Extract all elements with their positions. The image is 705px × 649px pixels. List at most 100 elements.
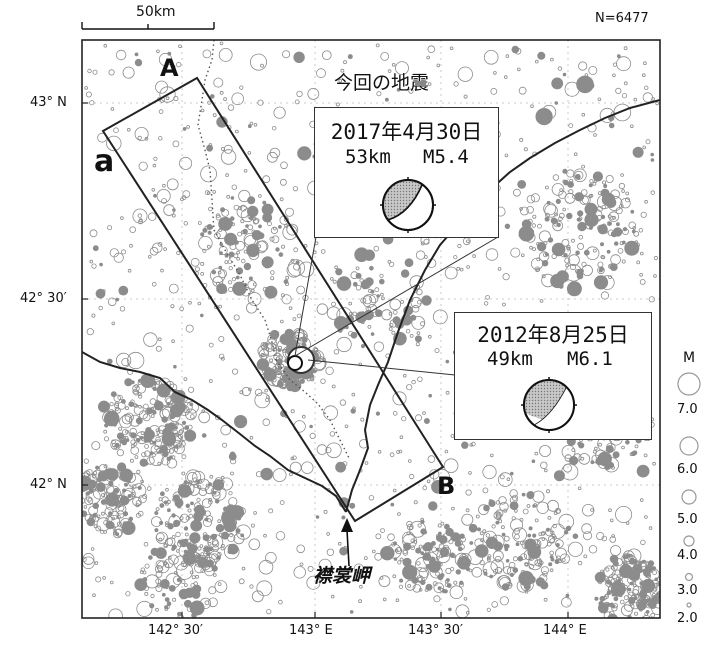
seismic-event-dot (159, 491, 165, 497)
seismic-event-dot (232, 520, 237, 525)
seismic-event-dot (504, 223, 511, 229)
seismic-event-dot (155, 585, 163, 593)
seismic-event-dot (547, 499, 559, 512)
seismic-event-dot (639, 581, 644, 585)
seismic-event-dot (164, 423, 170, 429)
seismic-event-dot (611, 588, 618, 595)
seismic-event-dot (189, 532, 201, 544)
seismic-event-dot (460, 563, 467, 570)
seismic-event-dot (621, 553, 633, 565)
seismic-event-dot (93, 524, 98, 529)
seismic-event-dot (620, 197, 631, 209)
seismic-event-dot (171, 339, 175, 344)
seismic-event-dot (510, 247, 521, 258)
seismic-event-dot (454, 540, 462, 547)
seismic-event-dot (99, 262, 103, 267)
seismic-event-dot (85, 491, 90, 496)
seismic-event-dot (415, 547, 422, 554)
seismic-event-dot (614, 241, 619, 246)
seismic-event-dot (164, 607, 169, 611)
seismic-event-dot (303, 243, 308, 248)
seismic-event-dot (202, 555, 207, 559)
seismic-event-dot (467, 549, 484, 565)
seismic-event-dot (186, 125, 190, 129)
seismic-event-dot (186, 542, 193, 549)
seismic-event-dot (208, 342, 214, 348)
seismic-event-dot (208, 497, 213, 502)
seismic-event-dot (180, 579, 186, 584)
seismic-event-dot (339, 399, 347, 406)
seismic-event-dot (223, 97, 228, 102)
seismic-event-dot (246, 205, 259, 218)
seismic-event-dot (103, 436, 110, 442)
seismic-event-dot (376, 294, 381, 298)
seismic-event-dot (144, 450, 151, 457)
seismic-event-dot (158, 537, 163, 542)
seismic-event-dot (466, 265, 470, 269)
seismic-event-dot (185, 469, 202, 486)
seismic-event-dot (480, 538, 484, 543)
seismic-event-dot (272, 125, 277, 131)
seismic-event-dot (549, 568, 554, 572)
seismic-event-dot (86, 517, 95, 527)
seismic-event-dot (218, 532, 223, 537)
seismic-event-dot (89, 489, 93, 494)
seismic-event-dot (101, 511, 105, 516)
event-date-2012: 2012年8月25日 (477, 323, 629, 347)
seismic-event-dot (640, 211, 647, 218)
seismic-event-dot (286, 223, 299, 236)
seismic-event-dot (583, 249, 590, 256)
epicenter-2017 (287, 355, 303, 371)
seismic-event-dot (200, 552, 205, 556)
seismic-event-dot (290, 258, 295, 263)
seismic-event-dot (555, 539, 564, 548)
seismic-event-dot (152, 410, 157, 415)
seismic-event-dot (282, 50, 291, 59)
seismic-event-dot (266, 366, 271, 371)
seismic-event-dot (211, 553, 218, 560)
seismic-event-dot (144, 591, 149, 596)
seismic-event-dot (537, 223, 542, 229)
seismic-event-dot (631, 451, 637, 457)
seismic-event-dot (520, 253, 525, 258)
seismic-event-dot (410, 545, 416, 550)
seismic-event-dot (364, 277, 374, 287)
seismic-event-dot (493, 541, 503, 552)
seismic-event-dot (638, 568, 643, 573)
seismic-event-dot (187, 471, 198, 483)
seismic-event-dot (90, 547, 95, 551)
seismic-event-dot (203, 549, 208, 554)
seismic-event-dot (135, 500, 142, 507)
seismic-event-dot (217, 519, 222, 524)
seismic-event-dot (257, 232, 265, 240)
seismic-event-dot (644, 199, 648, 204)
seismic-event-dot (610, 545, 622, 557)
seismic-event-dot (634, 575, 640, 581)
seismic-event-dot (623, 601, 635, 612)
legend-label-2: 2.0 (677, 611, 698, 626)
seismic-event-dot (312, 367, 318, 373)
seismic-event-dot (509, 471, 514, 476)
seismic-event-dot (444, 449, 449, 454)
seismic-event-dot (207, 100, 212, 105)
seismic-event-dot (392, 310, 398, 315)
seismic-event-dot (335, 461, 347, 473)
seismic-event-dot (594, 571, 606, 583)
seismic-event-dot (625, 197, 631, 203)
seismic-event-dot (380, 292, 384, 297)
seismic-event-dot (238, 189, 251, 203)
seismic-event-dot (643, 453, 648, 458)
seismic-event-dot (501, 302, 506, 307)
cape-arrow-head (341, 518, 353, 532)
seismic-event-dot (205, 483, 210, 488)
event-date-2017: 2017年4月30日 (330, 120, 483, 144)
seismic-event-dot (102, 289, 106, 293)
seismic-event-dot (592, 171, 604, 182)
seismic-event-dot (208, 379, 213, 383)
seismic-event-dot (151, 188, 156, 192)
seismic-event-dot (220, 424, 232, 436)
seismic-event-dot (607, 214, 612, 219)
seismic-event-dot (281, 294, 292, 305)
legend-circle-3 (684, 572, 694, 582)
legend-label-5: 5.0 (677, 512, 698, 527)
